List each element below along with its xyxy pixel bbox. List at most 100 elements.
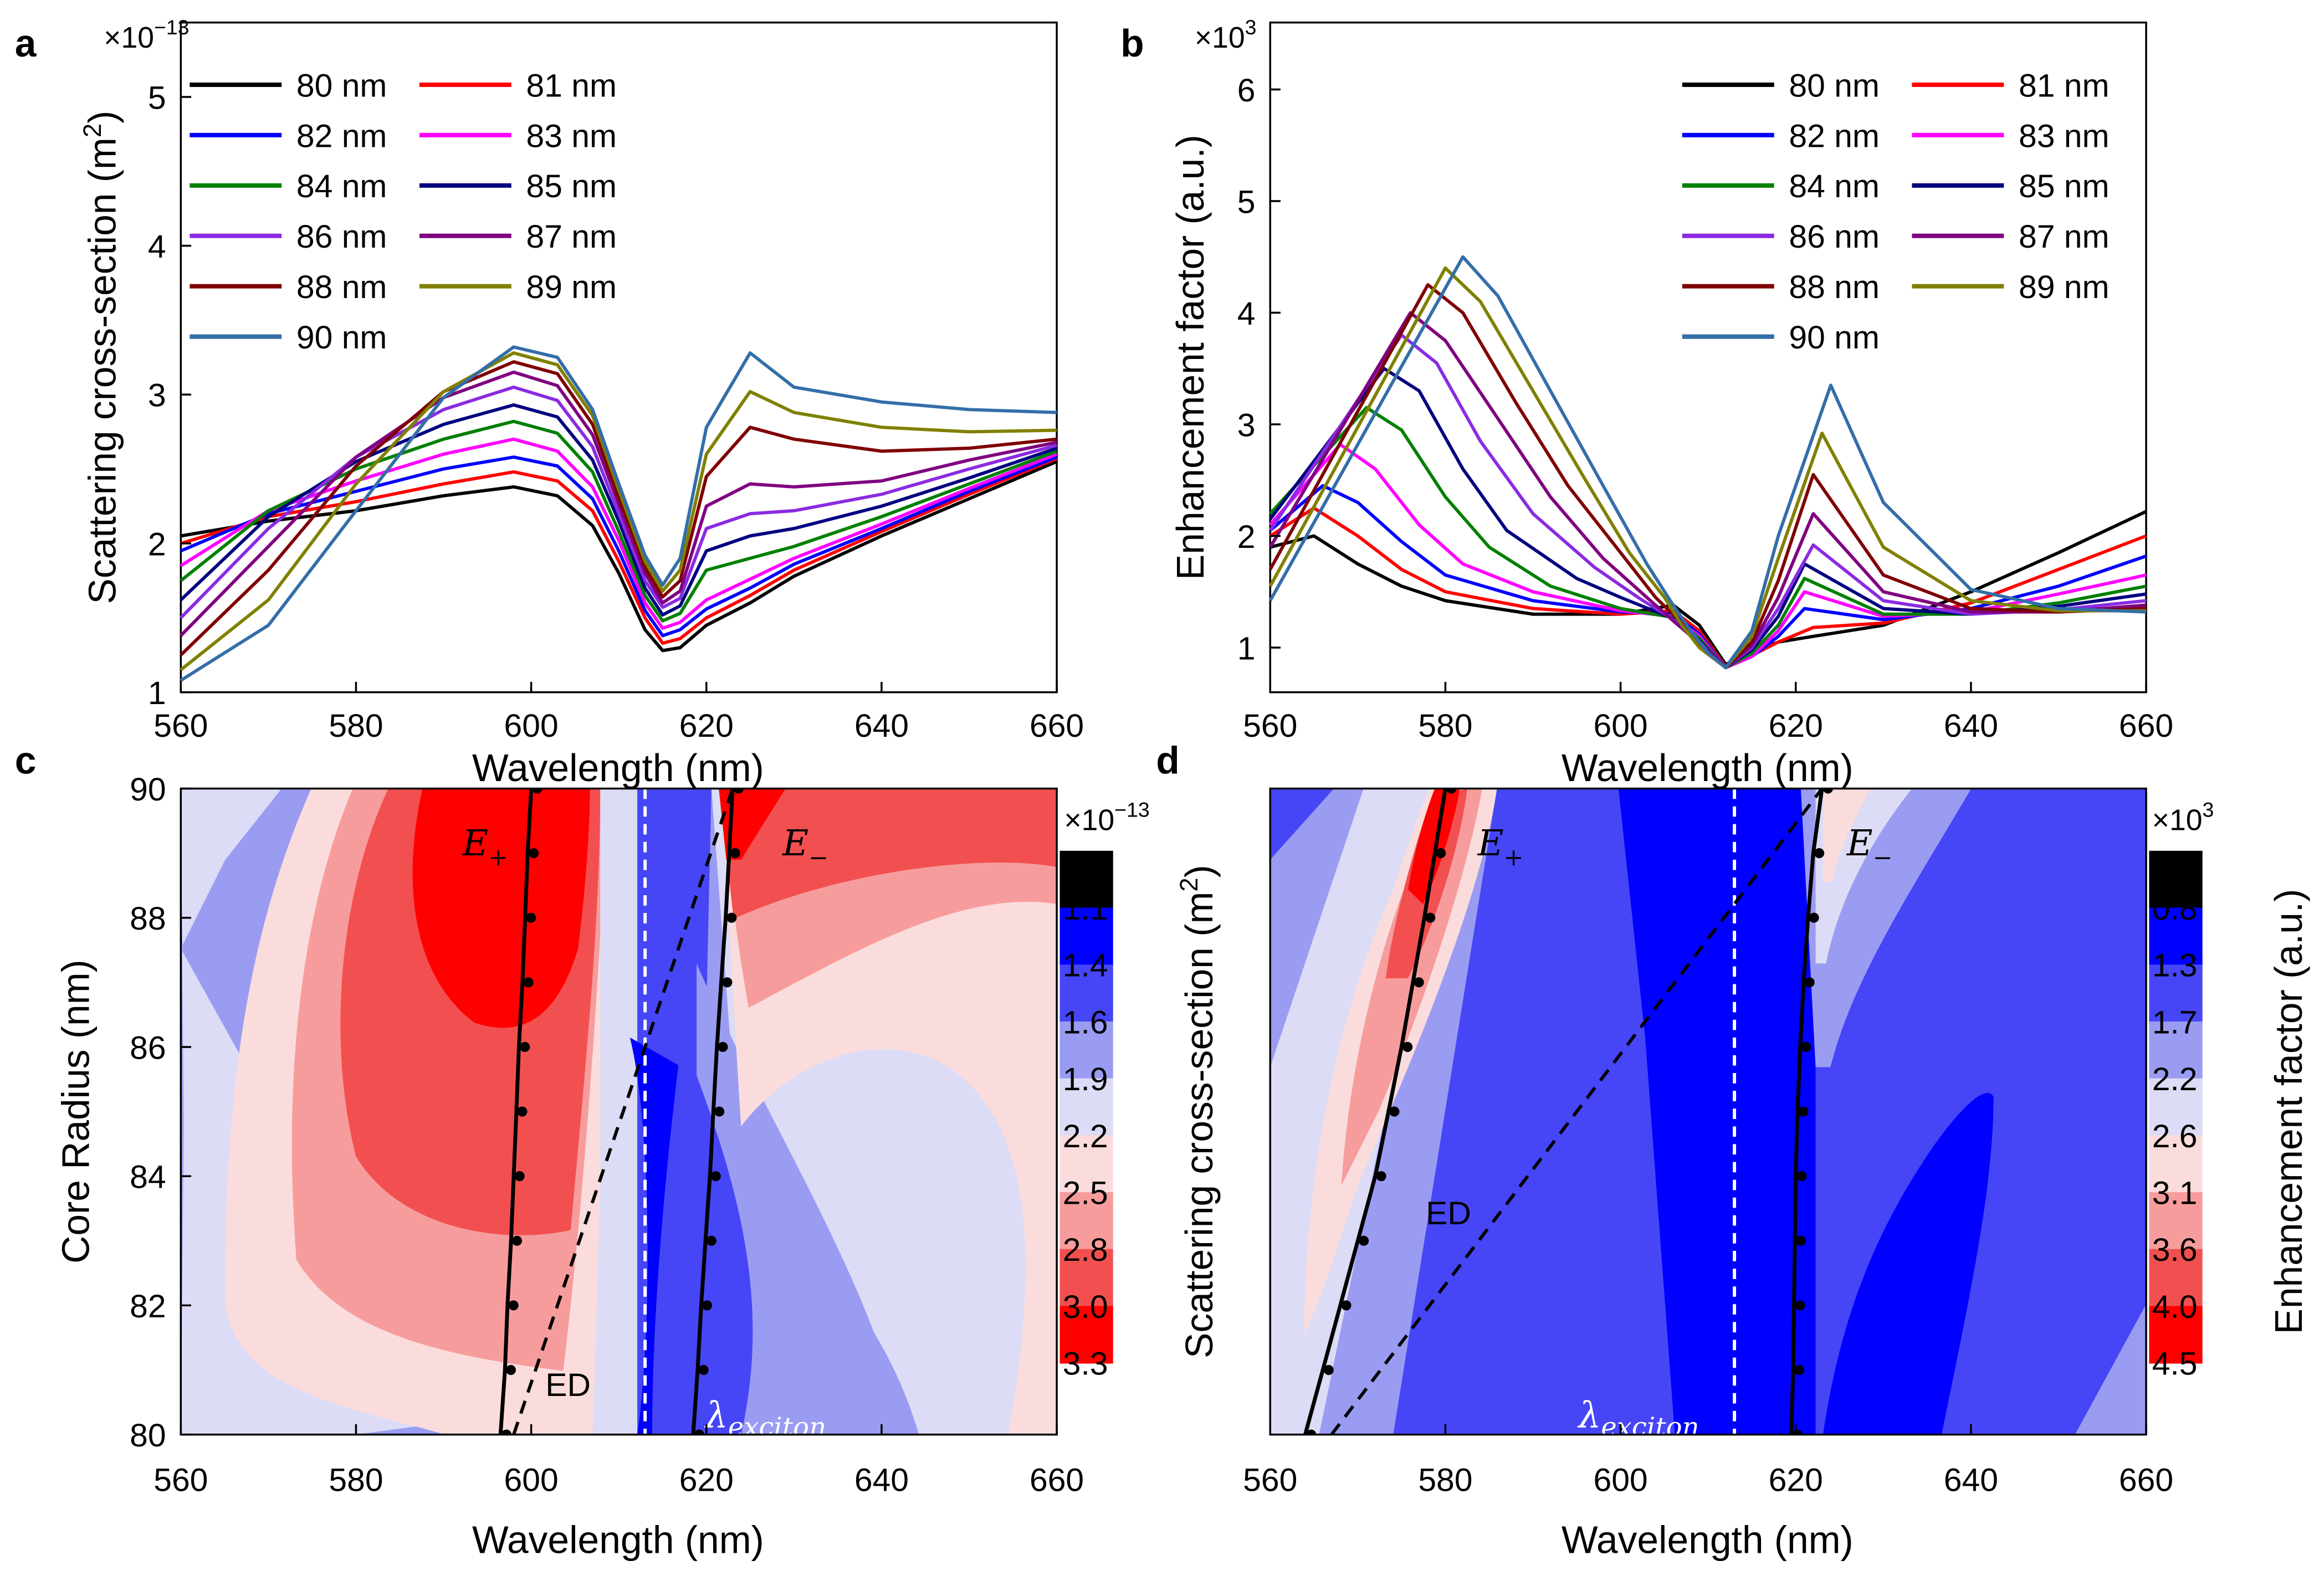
legend-label-a-81: 81 nm (526, 68, 617, 104)
y-axis-label-c: Core Radius (nm) (54, 959, 97, 1264)
E-minus-points-marker-c-80 (694, 1429, 704, 1435)
legend-label-a-89: 89 nm (526, 269, 617, 305)
y-axis-label-b: Enhancement factor (a.u.) (1169, 135, 1212, 580)
E-plus-points-marker-d-86 (1402, 1041, 1413, 1053)
colorbar-tick-label-c-6: 2.8 (1063, 1232, 1108, 1268)
legend-label-a-88: 88 nm (296, 269, 387, 305)
legend-label-b-81: 81 nm (2019, 68, 2110, 104)
x-tick-label-b-600: 600 (1593, 708, 1647, 744)
colorbar-tick-label-c-2: 1.6 (1063, 1004, 1108, 1040)
E-plus-points-marker-d-87 (1414, 977, 1424, 988)
E-plus-points-marker-d-81 (1323, 1364, 1334, 1375)
x-tick-label-b-620: 620 (1769, 708, 1823, 744)
E-plus-points-marker-d-84 (1376, 1171, 1386, 1182)
colorbar-swatch-d-4 (2149, 1078, 2203, 1136)
series-line-a-81 (180, 457, 1058, 645)
colorbar-multiplier-d-base: ×10 (2152, 804, 2203, 836)
y-tick-label-a-5: 5 (148, 80, 166, 116)
colorbar-tick-label-d-8: 4.5 (2152, 1346, 2198, 1382)
E-plus-points-marker-c-86 (520, 1041, 530, 1053)
label-e-plus-sub-d: + (1504, 844, 1524, 872)
label-ed-c: ED (545, 1367, 591, 1403)
E-minus-points-marker-d-86 (1801, 1041, 1811, 1053)
colorbar-swatch-c-1 (1059, 907, 1113, 966)
x-tick-label-c-620: 620 (679, 1462, 734, 1498)
y-axis-label-a-base: Scattering cross-section (m (81, 137, 124, 604)
E-plus-points-marker-c-80 (501, 1429, 512, 1435)
label-lambda-main-c: λ (704, 1394, 728, 1436)
colorbar-multiplier-c: ×10−13 (1064, 798, 1149, 836)
colorbar-swatch-c-0 (1059, 850, 1113, 909)
legend-label-a-84: 84 nm (296, 168, 387, 204)
y-tick-label-b-2: 2 (1237, 519, 1256, 555)
contour-band-c-right-blue (652, 1037, 753, 1435)
x-tick-label-b-580: 580 (1418, 708, 1472, 744)
contour-band-d-left-pink (1304, 788, 1497, 1334)
contour-band-d-right-blob (1823, 1092, 1994, 1435)
contour-band-d-exciton-deep (1618, 788, 1764, 1435)
colorbar-tick-label-d-4: 2.6 (2152, 1118, 2198, 1154)
x-tick-label-a-640: 640 (854, 708, 909, 744)
colorbar-tick-label-c-1: 1.4 (1063, 948, 1108, 984)
legend-label-a-82: 82 nm (296, 118, 387, 154)
E-plus-points-marker-d-88 (1425, 912, 1436, 923)
E-minus-points-marker-c-87 (722, 977, 733, 988)
label-e-minus-sub-d: − (1873, 844, 1893, 872)
label-e-plus-d: E+ (1477, 823, 1524, 872)
E-plus-points-marker-c-89 (528, 848, 539, 859)
legend-label-b-84: 84 nm (1789, 168, 1880, 204)
series-line-a-84 (180, 419, 1058, 623)
chart-a: 560 580 600 620 640 660 1 2 3 4 5 ×10−13 Waveleng… (78, 16, 1084, 789)
x-tick-label-c-660: 660 (1030, 1462, 1084, 1498)
E-minus-points-marker-c-88 (726, 912, 737, 923)
label-e-minus-d: E− (1846, 823, 1893, 872)
colorbar-tick-label-c-8: 3.3 (1063, 1346, 1108, 1382)
colorbar-tick-label-d-6: 3.6 (2152, 1232, 2198, 1268)
series-line-b-84 (1269, 406, 2147, 670)
colorbar-tick-label-c-4: 2.2 (1063, 1118, 1108, 1154)
E-plus-points-marker-d-89 (1436, 848, 1446, 859)
y-multiplier-b-exp: 3 (1245, 16, 1257, 39)
y-multiplier-a-base: ×10 (104, 22, 154, 54)
label-e-plus-main-d: E (1477, 823, 1504, 864)
colorbar-multiplier-d-exp: 3 (2202, 798, 2214, 821)
y-tick-label-c-84: 84 (130, 1159, 166, 1195)
colorbar-swatch-c-4 (1059, 1078, 1113, 1136)
series-line-b-83 (1269, 443, 2147, 670)
label-e-minus-c: E− (782, 823, 828, 872)
colorbar-tick-label-c-3: 1.9 (1063, 1061, 1108, 1097)
E-plus-points-marker-d-83 (1358, 1235, 1369, 1246)
E-plus-points-marker-c-90 (532, 788, 542, 794)
colorbar-label-d: Enhancement factor (a.u.) (2267, 889, 2310, 1335)
x-tick-label-a-600: 600 (504, 708, 559, 744)
legend-label-a-80: 80 nm (296, 68, 387, 104)
E-plus-points-marker-d-80 (1306, 1429, 1317, 1435)
E-minus-points-marker-c-82 (702, 1300, 713, 1311)
label-lambda-exciton-c: λexciton (704, 1394, 826, 1443)
legend-label-a-86: 86 nm (296, 219, 387, 255)
contour-band-c-right-peak (719, 788, 786, 860)
panel-label-d: d (1156, 739, 1179, 782)
colorbar-swatch-c-6 (1059, 1192, 1113, 1250)
colorbar-swatch-c-2 (1059, 964, 1113, 1023)
contour-band-c-right-red (719, 788, 1057, 919)
y-tick-label-b-1: 1 (1237, 630, 1256, 666)
label-e-plus-sub-c: + (488, 844, 508, 872)
E-minus-points-marker-d-83 (1795, 1235, 1806, 1246)
panel-label-c: c (15, 739, 37, 782)
label-ed-d: ED (1426, 1195, 1471, 1231)
E-minus-points-marker-c-84 (710, 1171, 721, 1182)
legend-label-b-89: 89 nm (2019, 269, 2110, 305)
legend-label-a-87: 87 nm (526, 219, 617, 255)
y-multiplier-b: ×103 (1195, 16, 1257, 54)
legend-label-b-87: 87 nm (2019, 219, 2110, 255)
colorbar-swatch-c-7 (1059, 1249, 1113, 1307)
series-line-b-88 (1268, 283, 2147, 670)
E-plus-points-line-d (1303, 788, 1447, 1435)
y-tick-label-c-86: 86 (130, 1030, 166, 1066)
contour-band-c-mid-lightblue (592, 788, 638, 1435)
y-tick-label-a-2: 2 (148, 526, 166, 562)
E-plus-points-marker-c-85 (517, 1106, 528, 1117)
y-tick-label-c-82: 82 (130, 1289, 166, 1325)
x-tick-label-b-660: 660 (2119, 708, 2173, 744)
